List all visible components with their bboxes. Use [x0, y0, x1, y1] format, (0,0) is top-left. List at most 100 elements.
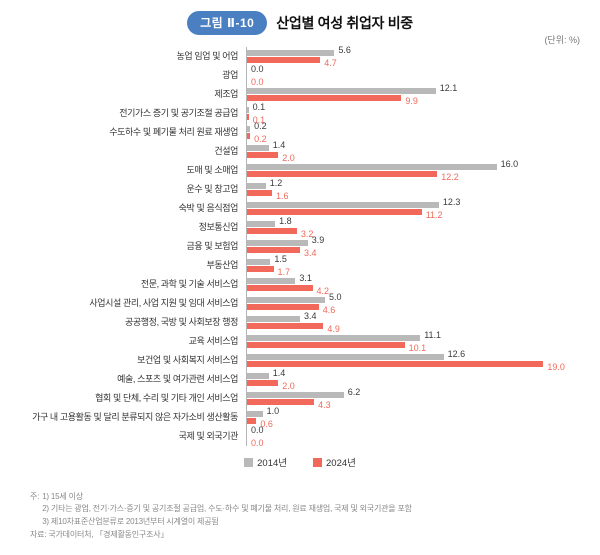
- value-label-2024: 4.3: [318, 400, 331, 410]
- chart-row: 도매 및 소매업 16.0 12.2: [0, 160, 600, 182]
- notes-block: 주: 1) 15세 이상 2) 기타는 광업, 전기·가스·증기 및 공기조절 …: [30, 491, 600, 528]
- note-line: 3) 제10차표준산업분류로 2013년부터 시계열이 제공됨: [42, 516, 219, 526]
- category-label: 도매 및 소매업: [186, 165, 239, 175]
- chart-row: 농업 임업 및 어업 5.6 4.7: [0, 46, 600, 68]
- bar-2014: [247, 259, 271, 265]
- bar-line-2014: 1.5: [247, 255, 600, 265]
- bar-group: 0.2 0.2: [246, 122, 600, 144]
- category-label: 전문, 과학 및 기술 서비스업: [140, 279, 239, 289]
- bar-2014: [247, 221, 276, 227]
- bar-2024: [247, 285, 313, 291]
- value-label-2014: 1.4: [272, 140, 286, 150]
- bar-group: 1.5 1.7: [246, 255, 600, 277]
- bar-2014: [247, 50, 335, 56]
- category-label: 협회 및 단체, 수리 및 기타 개인 서비스업: [95, 393, 238, 403]
- category-label: 수도하수 및 폐기물 처리 원료 재생업: [109, 127, 238, 137]
- chart-row: 운수 및 창고업 1.2 1.6: [0, 179, 600, 201]
- legend: 2014년 2024년: [0, 455, 600, 469]
- bar-2014: [247, 164, 497, 170]
- value-label-2024: 0.0: [251, 77, 264, 87]
- legend-label-2014: 2014년: [257, 458, 287, 469]
- chart-row: 교육 서비스업 11.1 10.1: [0, 331, 600, 353]
- bar-group: 3.4 4.9: [246, 312, 600, 334]
- bar-line-2014: 0.2: [247, 122, 600, 132]
- value-label-2024: 4.7: [324, 58, 337, 68]
- bar-2024: [247, 304, 319, 310]
- bar-line-2014: 1.4: [247, 369, 600, 379]
- value-label-2014: 1.5: [274, 254, 287, 264]
- category-label: 숙박 및 음식점업: [178, 203, 239, 213]
- figure-header: 그림 Ⅱ-10 산업별 여성 취업자 비중: [0, 0, 600, 35]
- chart-row: 제조업 12.1 9.9: [0, 84, 600, 106]
- category-label: 농업 임업 및 어업: [176, 51, 239, 61]
- figure-number-badge: 그림 Ⅱ-10: [187, 11, 268, 35]
- bar-line-2024: 12.2: [247, 171, 600, 182]
- bar-2024: [247, 190, 272, 196]
- chart-row: 예술, 스포츠 및 여가관련 서비스업 1.4 2.0: [0, 369, 600, 391]
- category-label: 국제 및 외국기관: [178, 431, 239, 441]
- unit-label: (단위: %): [544, 35, 580, 45]
- value-label-2024: 10.1: [408, 343, 427, 353]
- bar-group: 5.6 4.7: [246, 46, 600, 68]
- value-label-2014: 5.6: [338, 45, 351, 55]
- bar-line-2014: 11.1: [247, 331, 600, 341]
- bar-line-2014: 1.0: [247, 407, 600, 417]
- source-line: 자료: 국가데이터처, 「경제활동인구조사」: [30, 530, 169, 540]
- bar-2024: [247, 171, 438, 177]
- chart-row: 광업 0.0 0.0: [0, 65, 600, 87]
- bar-line-2024: 19.0: [247, 361, 600, 372]
- bar-group: 16.0 12.2: [246, 160, 600, 182]
- bar-group: 1.8 3.2: [246, 217, 600, 239]
- category-label: 예술, 스포츠 및 여가관련 서비스업: [117, 374, 238, 384]
- bar-2014: [247, 354, 444, 360]
- bar-line-2024: 1.7: [247, 266, 600, 277]
- bar-group: 5.0 4.6: [246, 292, 600, 315]
- bar-group: 1.2 1.6: [246, 179, 600, 201]
- bar-2024: [247, 209, 422, 215]
- bar-line-2024: 0.0: [247, 76, 600, 87]
- chart-row: 숙박 및 음식점업 12.3 11.2: [0, 198, 600, 220]
- category-label: 공공행정, 국방 및 사회보장 행정: [125, 317, 238, 327]
- value-label-2024: 9.9: [405, 96, 418, 106]
- bar-2014: [247, 240, 308, 246]
- bar-line-2024: 11.2: [247, 209, 600, 220]
- value-label-2014: 3.4: [304, 311, 317, 321]
- bar-2024: [247, 380, 279, 386]
- bar-2024: [247, 266, 274, 272]
- value-label-2024: 11.2: [425, 210, 443, 220]
- value-label-2014: 5.0: [329, 292, 342, 302]
- bar-2014: [247, 202, 439, 208]
- value-label-2014: 1.2: [269, 178, 283, 188]
- bar-line-2014: 1.8: [247, 217, 600, 227]
- chart-row: 부동산업 1.5 1.7: [0, 255, 600, 277]
- chart-row: 가구 내 고용활동 및 달리 분류되지 않은 자가소비 생산활동 1.0 0.6: [0, 407, 600, 429]
- bar-2014: [247, 297, 325, 303]
- bar-line-2024: 3.2: [247, 228, 600, 239]
- bar-line-2014: 12.3: [247, 198, 600, 208]
- value-label-2024: 0.2: [254, 134, 267, 144]
- legend-swatch-2024: [313, 457, 322, 467]
- bar-line-2014: 3.4: [247, 312, 600, 322]
- bar-line-2014: 5.6: [247, 46, 600, 56]
- bar-2014: [247, 335, 421, 341]
- category-label: 운수 및 창고업: [186, 184, 239, 194]
- note-line: 2) 기타는 광업, 전기·가스·증기 및 공기조절 공급업, 수도·하수 및 …: [42, 504, 412, 514]
- bar-line-2014: 1.4: [247, 141, 600, 151]
- bar-group: 12.1 9.9: [246, 84, 600, 106]
- legend-item-2014: 2014년: [244, 455, 287, 469]
- value-label-2024: 3.2: [300, 229, 314, 239]
- page-title: 산업별 여성 취업자 비중: [276, 15, 413, 31]
- chart-row: 보건업 및 사회복지 서비스업 12.6 19.0: [0, 349, 600, 372]
- bar-2014: [247, 392, 344, 398]
- category-label: 가구 내 고용활동 및 달리 분류되지 않은 자가소비 생산활동: [32, 412, 238, 422]
- value-label-2014: 12.6: [447, 349, 466, 359]
- bar-2024: [247, 342, 405, 348]
- bar-line-2024: 4.7: [247, 57, 600, 68]
- value-label-2024: 12.2: [441, 172, 459, 182]
- bar-group: 1.0 0.6: [246, 407, 600, 429]
- bar-line-2014: 1.2: [247, 179, 600, 189]
- bar-2024: [247, 418, 257, 424]
- value-label-2014: 1.8: [279, 216, 292, 226]
- category-label: 정보통신업: [198, 222, 239, 232]
- value-label-2014: 1.0: [266, 406, 280, 416]
